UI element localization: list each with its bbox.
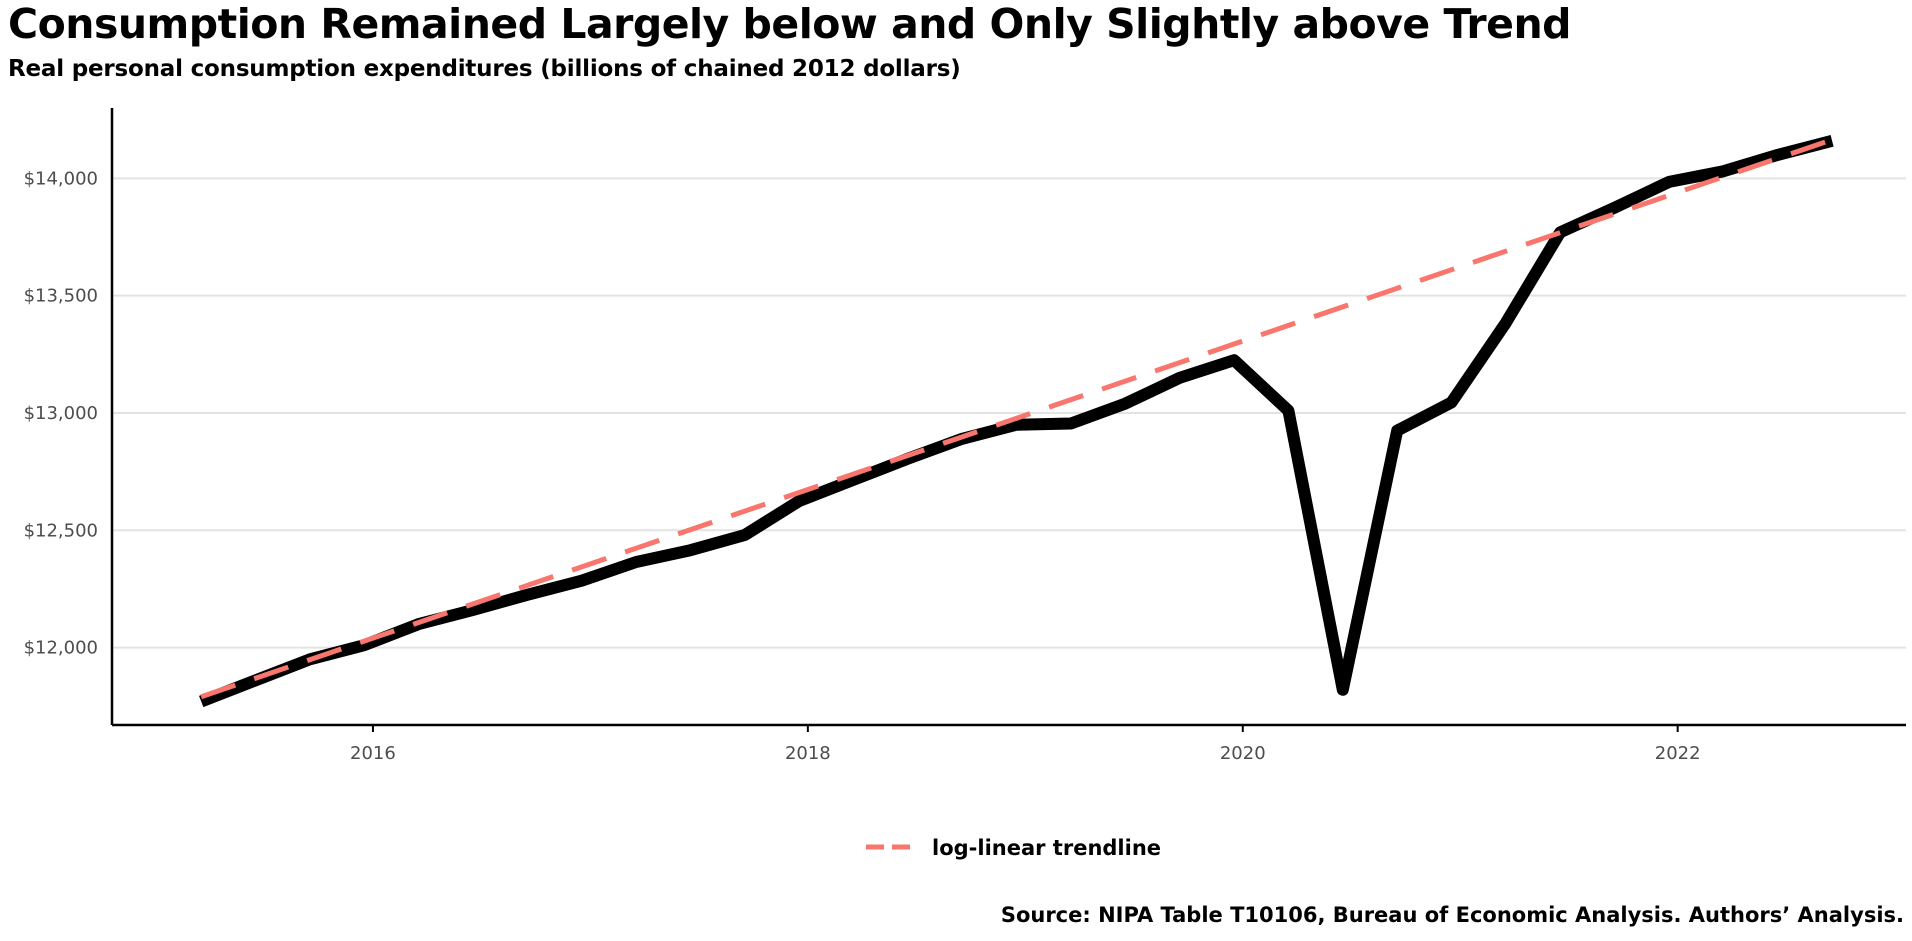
y-axis-ticks: $12,000 $12,500 $13,000 $13,500 $14,000: [24, 168, 98, 658]
legend-label: log-linear trendline: [932, 836, 1161, 860]
axes: [110, 108, 1906, 727]
chart-title: Consumption Remained Largely below and O…: [8, 0, 1572, 48]
gridlines: [112, 177, 1906, 649]
consumption-series: [199, 134, 1834, 708]
chart-subtitle: Real personal consumption expenditures (…: [8, 56, 961, 82]
x-tick-label: 2022: [1655, 743, 1701, 764]
y-tick-label: $13,000: [24, 403, 98, 424]
x-axis-ticks: 2016 2018 2020 2022: [350, 725, 1701, 764]
x-tick-label: 2016: [350, 743, 396, 764]
x-tick-label: 2018: [785, 743, 831, 764]
y-tick-label: $13,500: [24, 286, 98, 307]
y-tick-label: $12,000: [24, 638, 98, 659]
x-tick-label: 2020: [1220, 743, 1266, 764]
source-note: Source: NIPA Table T10106, Bureau of Eco…: [1000, 903, 1904, 927]
y-tick-label: $14,000: [24, 168, 98, 189]
trendline-series: [200, 137, 1833, 700]
series-layer: [199, 134, 1834, 708]
y-tick-label: $12,500: [24, 520, 98, 541]
legend: log-linear trendline: [866, 836, 1161, 860]
